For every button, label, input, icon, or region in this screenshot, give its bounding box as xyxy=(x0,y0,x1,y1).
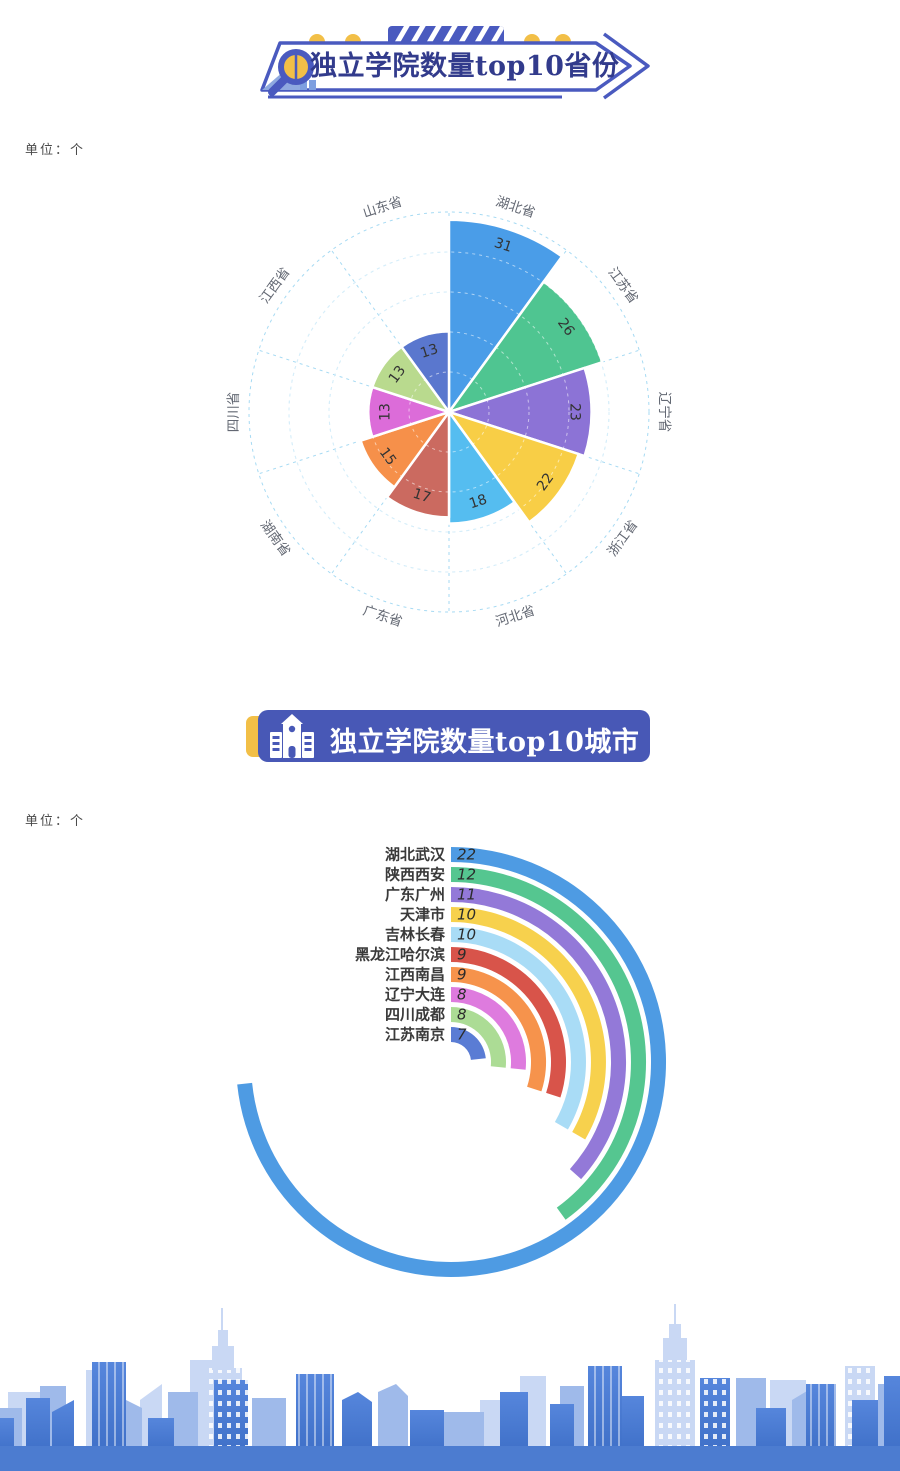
rose-grid-ray xyxy=(331,249,450,413)
radial-city-label-吉林长春: 吉林长春 xyxy=(385,926,445,944)
section2-title: 独立学院数量top10城市 xyxy=(330,727,640,758)
section2-banner-background xyxy=(258,710,650,762)
rose-axis-label-山东省: 山东省 xyxy=(361,194,404,222)
rose-grid-ray xyxy=(258,411,450,475)
radial-city-label-黑龙江哈尔滨: 黑龙江哈尔滨 xyxy=(355,946,445,964)
radial-bar-江西南昌[interactable] xyxy=(451,967,547,1092)
radial-bar-四川成都[interactable] xyxy=(451,1007,506,1068)
radial-bar-辽宁大连[interactable] xyxy=(451,987,527,1070)
radial-city-label-湖北武汉: 湖北武汉 xyxy=(385,846,446,864)
radial-value-label: 10 xyxy=(457,926,476,944)
rose-axis-label-江西省: 江西省 xyxy=(257,265,294,307)
rose-sector-湖南省[interactable] xyxy=(359,410,451,489)
rose-value-label: 17 xyxy=(411,486,433,507)
radial-bar-吉林长春[interactable] xyxy=(451,927,586,1130)
radial-value-label: 11 xyxy=(457,886,476,904)
section2-unit-label: 单位：个 xyxy=(25,814,86,829)
skyline-base-strip xyxy=(0,1446,900,1471)
rose-value-label: 18 xyxy=(467,492,489,513)
radial-city-label-辽宁大连: 辽宁大连 xyxy=(385,986,446,1004)
skyline-front-layer xyxy=(0,1362,900,1452)
rose-value-label: 23 xyxy=(567,403,583,421)
section2-header: 独立学院数量top10城市 xyxy=(238,704,678,768)
hatched-bar-decoration xyxy=(388,26,504,46)
rose-sector-辽宁省[interactable] xyxy=(447,366,593,458)
rose-sector-湖北省[interactable] xyxy=(447,218,564,414)
rose-grid-circle xyxy=(248,211,650,613)
radial-bar-江苏南京[interactable] xyxy=(451,1027,486,1060)
radial-bar-陕西西安[interactable] xyxy=(451,867,647,1220)
rose-value-label: 31 xyxy=(492,235,514,256)
section1-header: 独立学院数量top10省份 xyxy=(238,22,678,112)
rose-value-label: 13 xyxy=(418,341,440,362)
radial-value-label: 12 xyxy=(457,866,476,884)
radial-value-label: 10 xyxy=(457,906,476,924)
radial-city-label-四川成都: 四川成都 xyxy=(385,1006,445,1024)
city-skyline-illustration xyxy=(0,1304,900,1471)
banner-arrow-shape xyxy=(260,32,650,100)
rose-grid-circle-overlay xyxy=(408,371,490,453)
radial-city-label-天津市: 天津市 xyxy=(400,906,445,924)
city-radial-bar-chart: 湖北武汉 22 陕西西安 12 广东广州 11 天津市 10 吉林长春 10 黑龙江哈尔滨 9 江西南昌… xyxy=(237,846,667,1277)
radial-bar-天津市[interactable] xyxy=(451,907,606,1140)
section1-banner-decoration xyxy=(260,26,650,100)
school-building-icon xyxy=(270,714,314,758)
rose-axis-label-四川省: 四川省 xyxy=(226,392,242,433)
section1-unit-label: 单位：个 xyxy=(25,143,86,158)
rose-grid-circle-overlay xyxy=(328,291,570,533)
section1-title: 独立学院数量top10省份 xyxy=(310,51,620,82)
rose-axis-label-浙江省: 浙江省 xyxy=(605,517,642,559)
rose-sectors xyxy=(359,218,604,525)
radial-bar-广东广州[interactable] xyxy=(451,887,627,1180)
rose-axis-label-广东省: 广东省 xyxy=(361,603,404,631)
rose-value-label: 13 xyxy=(377,403,393,421)
rose-sector-江苏省[interactable] xyxy=(447,280,604,414)
rose-grid-circle-overlay xyxy=(368,331,530,493)
rose-axis-label-江苏省: 江苏省 xyxy=(605,265,642,307)
radial-bar-黑龙江哈尔滨[interactable] xyxy=(451,947,567,1098)
rose-grid-circle-overlay xyxy=(288,251,610,573)
radial-value-label: 9 xyxy=(457,946,467,964)
radial-arcs xyxy=(237,847,667,1277)
rose-sector-河北省[interactable] xyxy=(447,410,516,525)
rose-axis-label-湖南省: 湖南省 xyxy=(257,517,294,559)
radial-value-label: 8 xyxy=(457,986,467,1004)
rose-axis-label-辽宁省: 辽宁省 xyxy=(656,392,673,433)
radial-value-label: 22 xyxy=(457,846,476,864)
rose-grid-overlay xyxy=(288,251,610,573)
rose-axis-label-湖北省: 湖北省 xyxy=(494,194,537,222)
radial-city-label-广东广州: 广东广州 xyxy=(385,886,445,904)
rose-grid-ray xyxy=(258,349,450,413)
radial-value-label: 9 xyxy=(457,966,467,984)
radial-labels: 湖北武汉 22 陕西西安 12 广东广州 11 天津市 10 吉林长春 10 黑龙江哈尔滨 9 江西南昌… xyxy=(355,846,476,1044)
rose-sector-广东省[interactable] xyxy=(385,410,451,519)
radial-city-label-陕西西安: 陕西西安 xyxy=(385,866,445,884)
radial-city-label-江西南昌: 江西南昌 xyxy=(385,966,445,984)
rose-sector-浙江省[interactable] xyxy=(447,410,580,524)
radial-value-label: 8 xyxy=(457,1006,467,1024)
radial-city-label-江苏南京: 江苏南京 xyxy=(385,1026,445,1044)
magnifier-over-bar-chart-icon xyxy=(262,49,316,96)
rose-sector-山东省[interactable] xyxy=(400,330,451,414)
radial-value-label: 7 xyxy=(457,1026,467,1044)
rose-axis-label-河北省: 河北省 xyxy=(494,603,537,631)
